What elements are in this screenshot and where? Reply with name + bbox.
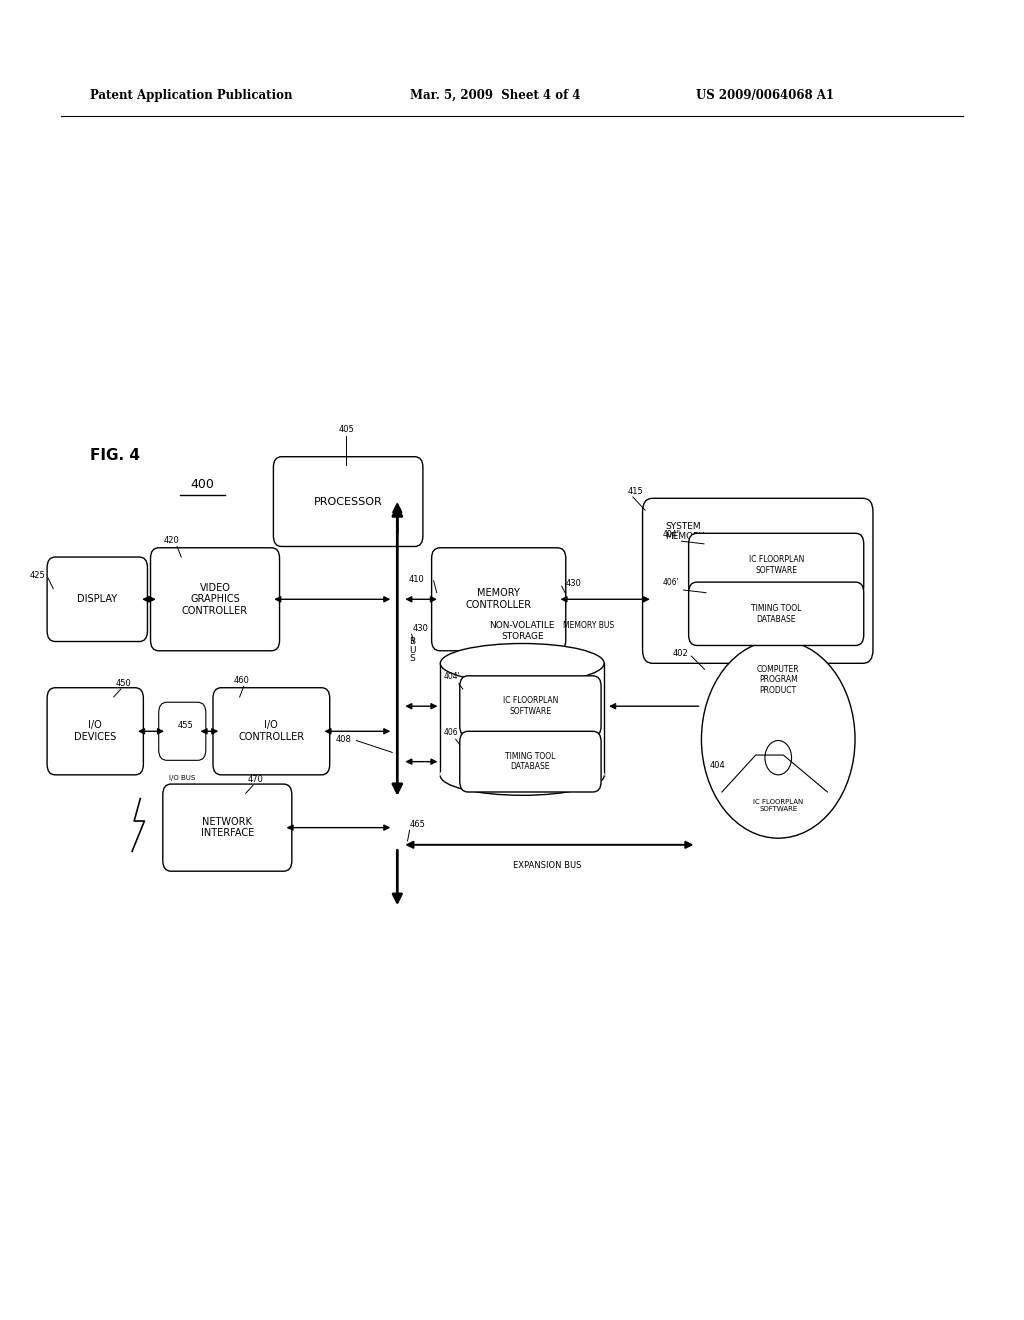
Text: 465: 465 — [410, 820, 426, 829]
FancyBboxPatch shape — [47, 688, 143, 775]
Text: COMPUTER
PROGRAM
PRODUCT: COMPUTER PROGRAM PRODUCT — [757, 665, 800, 694]
Text: B
U
S: B U S — [410, 638, 416, 663]
FancyBboxPatch shape — [159, 702, 206, 760]
Text: IC FLOORPLAN
SOFTWARE: IC FLOORPLAN SOFTWARE — [503, 697, 558, 715]
FancyBboxPatch shape — [273, 457, 423, 546]
Text: 405: 405 — [338, 425, 354, 434]
Text: 425: 425 — [30, 572, 45, 579]
Ellipse shape — [440, 755, 604, 795]
Text: FIG. 4: FIG. 4 — [90, 447, 140, 463]
Text: TIMING TOOL
DATABASE: TIMING TOOL DATABASE — [505, 752, 556, 771]
FancyBboxPatch shape — [213, 688, 330, 775]
Text: PROCESSOR: PROCESSOR — [313, 496, 383, 507]
Text: 404": 404" — [664, 529, 681, 539]
Text: 430: 430 — [565, 579, 582, 587]
Text: 450: 450 — [116, 678, 131, 688]
Text: MEMORY BUS: MEMORY BUS — [563, 622, 613, 630]
Text: 406': 406' — [664, 578, 680, 587]
Text: 470: 470 — [248, 775, 264, 784]
Text: 455: 455 — [177, 722, 193, 730]
FancyBboxPatch shape — [163, 784, 292, 871]
Circle shape — [701, 640, 855, 838]
Text: EXPANSION BUS: EXPANSION BUS — [513, 862, 581, 870]
Bar — [440, 663, 604, 776]
Text: TIMING TOOL
DATABASE: TIMING TOOL DATABASE — [751, 605, 802, 623]
Text: SYSTEM
MEMORY: SYSTEM MEMORY — [666, 521, 705, 541]
Text: 410: 410 — [409, 576, 425, 583]
FancyBboxPatch shape — [643, 498, 872, 663]
FancyBboxPatch shape — [460, 731, 601, 792]
Text: 406: 406 — [443, 727, 458, 737]
Text: IC FLOORPLAN
SOFTWARE: IC FLOORPLAN SOFTWARE — [753, 799, 804, 812]
FancyBboxPatch shape — [688, 582, 863, 645]
Text: 400: 400 — [190, 478, 215, 491]
Text: I/O
CONTROLLER: I/O CONTROLLER — [239, 721, 304, 742]
Ellipse shape — [440, 644, 604, 682]
FancyBboxPatch shape — [47, 557, 147, 642]
Text: 404: 404 — [710, 762, 725, 770]
Text: US 2009/0064068 A1: US 2009/0064068 A1 — [696, 88, 835, 102]
Text: DISPLAY: DISPLAY — [77, 594, 118, 605]
Text: 402: 402 — [673, 649, 688, 657]
Text: MEMORY
CONTROLLER: MEMORY CONTROLLER — [466, 589, 531, 610]
Text: I/O
DEVICES: I/O DEVICES — [74, 721, 117, 742]
Circle shape — [765, 741, 792, 775]
FancyBboxPatch shape — [151, 548, 280, 651]
Text: 404': 404' — [443, 672, 460, 681]
Text: 420: 420 — [164, 536, 179, 545]
Text: NON-VOLATILE
STORAGE: NON-VOLATILE STORAGE — [489, 622, 555, 640]
FancyBboxPatch shape — [460, 676, 601, 737]
Text: Patent Application Publication: Patent Application Publication — [90, 88, 293, 102]
Text: 415: 415 — [628, 487, 643, 495]
Text: NETWORK
INTERFACE: NETWORK INTERFACE — [201, 817, 254, 838]
FancyBboxPatch shape — [688, 533, 863, 597]
Text: IC FLOORPLAN
SOFTWARE: IC FLOORPLAN SOFTWARE — [749, 556, 804, 574]
Text: I/O BUS: I/O BUS — [169, 775, 196, 781]
Text: 460: 460 — [233, 676, 250, 685]
Text: VIDEO
GRAPHICS
CONTROLLER: VIDEO GRAPHICS CONTROLLER — [182, 582, 248, 616]
Text: 408: 408 — [336, 735, 352, 743]
Text: 430: 430 — [413, 624, 429, 632]
Text: Mar. 5, 2009  Sheet 4 of 4: Mar. 5, 2009 Sheet 4 of 4 — [410, 88, 581, 102]
FancyBboxPatch shape — [432, 548, 565, 651]
